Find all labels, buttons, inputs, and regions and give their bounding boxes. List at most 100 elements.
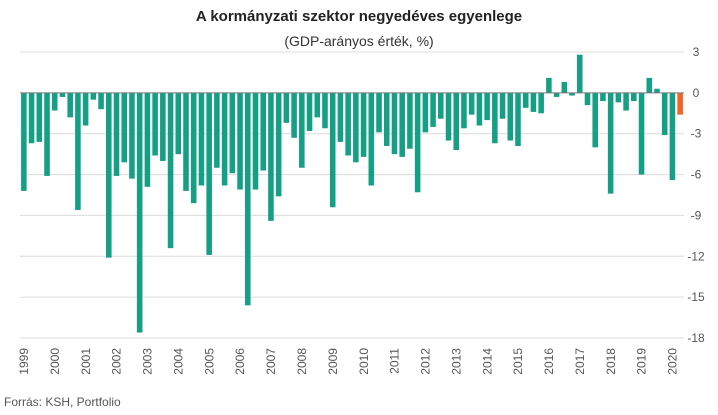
x-tick-label: 2007 bbox=[264, 348, 278, 375]
x-tick-label: 2009 bbox=[326, 348, 340, 375]
bar bbox=[654, 88, 660, 93]
bar bbox=[546, 77, 552, 93]
bar bbox=[98, 92, 104, 110]
x-tick-label: 2014 bbox=[480, 348, 494, 375]
bar bbox=[214, 92, 220, 168]
bar bbox=[152, 92, 158, 156]
bar bbox=[376, 92, 382, 133]
bar bbox=[638, 92, 645, 175]
bar bbox=[268, 92, 274, 221]
chart-title: A kormányzati szektor negyedéves egyenle… bbox=[196, 8, 522, 25]
bar bbox=[399, 92, 405, 157]
bar bbox=[198, 92, 205, 186]
bar bbox=[345, 92, 351, 156]
bar bbox=[221, 92, 228, 186]
y-tick-label: 0 bbox=[693, 86, 700, 100]
bar bbox=[607, 92, 614, 194]
chart-subtitle: (GDP-arányos érték, %) bbox=[284, 33, 433, 49]
bars bbox=[21, 54, 683, 333]
x-tick-label: 2016 bbox=[542, 348, 556, 375]
bar bbox=[576, 54, 583, 93]
x-tick-label: 2011 bbox=[388, 348, 402, 374]
bar bbox=[631, 92, 637, 102]
bar bbox=[368, 92, 375, 186]
bar bbox=[90, 92, 97, 100]
bar bbox=[600, 92, 606, 102]
bar bbox=[44, 92, 50, 176]
bar bbox=[669, 92, 676, 181]
bar bbox=[113, 92, 120, 176]
bar bbox=[21, 92, 27, 191]
gridlines bbox=[20, 51, 684, 339]
bar bbox=[553, 92, 560, 97]
bar bbox=[283, 92, 290, 123]
bar bbox=[484, 92, 490, 121]
x-axis-tick-labels: 1999 2000 2001 2002 2003 2004 2005 2006 2007 2008… bbox=[17, 348, 680, 375]
bar bbox=[82, 92, 89, 126]
bar bbox=[461, 92, 467, 129]
bar bbox=[515, 92, 521, 146]
bar bbox=[492, 92, 498, 144]
bar bbox=[51, 92, 58, 111]
bar bbox=[499, 92, 506, 119]
x-tick-label: 2004 bbox=[171, 348, 185, 375]
bar bbox=[28, 92, 35, 144]
x-tick-label: 2015 bbox=[511, 348, 525, 375]
bar bbox=[322, 92, 328, 129]
bar bbox=[106, 92, 112, 258]
bar bbox=[584, 92, 591, 106]
y-tick-label: -12 bbox=[687, 249, 705, 263]
bar bbox=[391, 92, 398, 155]
bar bbox=[299, 92, 305, 168]
bar bbox=[36, 92, 43, 142]
bar bbox=[438, 92, 444, 119]
x-tick-label: 2001 bbox=[79, 348, 93, 375]
x-tick-label: 2010 bbox=[357, 348, 371, 375]
x-tick-label: 2005 bbox=[202, 348, 216, 375]
bar bbox=[661, 92, 668, 136]
bar bbox=[360, 92, 367, 157]
bar bbox=[453, 92, 460, 151]
y-tick-label: -18 bbox=[687, 331, 705, 345]
bar bbox=[530, 92, 537, 112]
bar bbox=[422, 92, 429, 133]
bar bbox=[175, 92, 182, 155]
x-tick-label: 2006 bbox=[233, 348, 247, 375]
bar bbox=[237, 92, 243, 190]
bar bbox=[522, 92, 529, 108]
bar bbox=[414, 92, 421, 193]
bar bbox=[646, 77, 653, 93]
bar bbox=[244, 92, 251, 306]
bar bbox=[229, 92, 236, 174]
bar bbox=[615, 92, 622, 103]
bar-latest-quarter bbox=[677, 92, 683, 115]
bar bbox=[136, 92, 143, 333]
y-tick-label: 3 bbox=[693, 45, 700, 59]
bar bbox=[337, 92, 344, 142]
bar bbox=[67, 92, 73, 118]
y-tick-label: -15 bbox=[687, 290, 705, 304]
x-tick-label: 2000 bbox=[48, 348, 62, 375]
x-tick-label: 2019 bbox=[635, 348, 649, 375]
bar bbox=[383, 92, 390, 146]
x-tick-label: 2012 bbox=[419, 348, 433, 375]
bar bbox=[507, 92, 514, 141]
bar bbox=[538, 92, 544, 114]
bar bbox=[206, 92, 212, 255]
y-tick-label: -9 bbox=[691, 208, 702, 222]
bar bbox=[260, 92, 266, 171]
source-note: Forrás: KSH, Portfolio bbox=[4, 395, 121, 409]
bar bbox=[252, 92, 259, 190]
x-tick-label: 2013 bbox=[449, 348, 463, 375]
bar bbox=[160, 92, 166, 161]
y-tick-label: -6 bbox=[691, 168, 702, 182]
bar bbox=[623, 92, 629, 111]
bar bbox=[144, 92, 151, 187]
bar bbox=[59, 92, 66, 97]
bar bbox=[291, 92, 297, 138]
x-tick-label: 2008 bbox=[295, 348, 309, 375]
bar bbox=[167, 92, 174, 249]
bar bbox=[121, 92, 128, 163]
x-tick-label: 2003 bbox=[141, 348, 155, 375]
